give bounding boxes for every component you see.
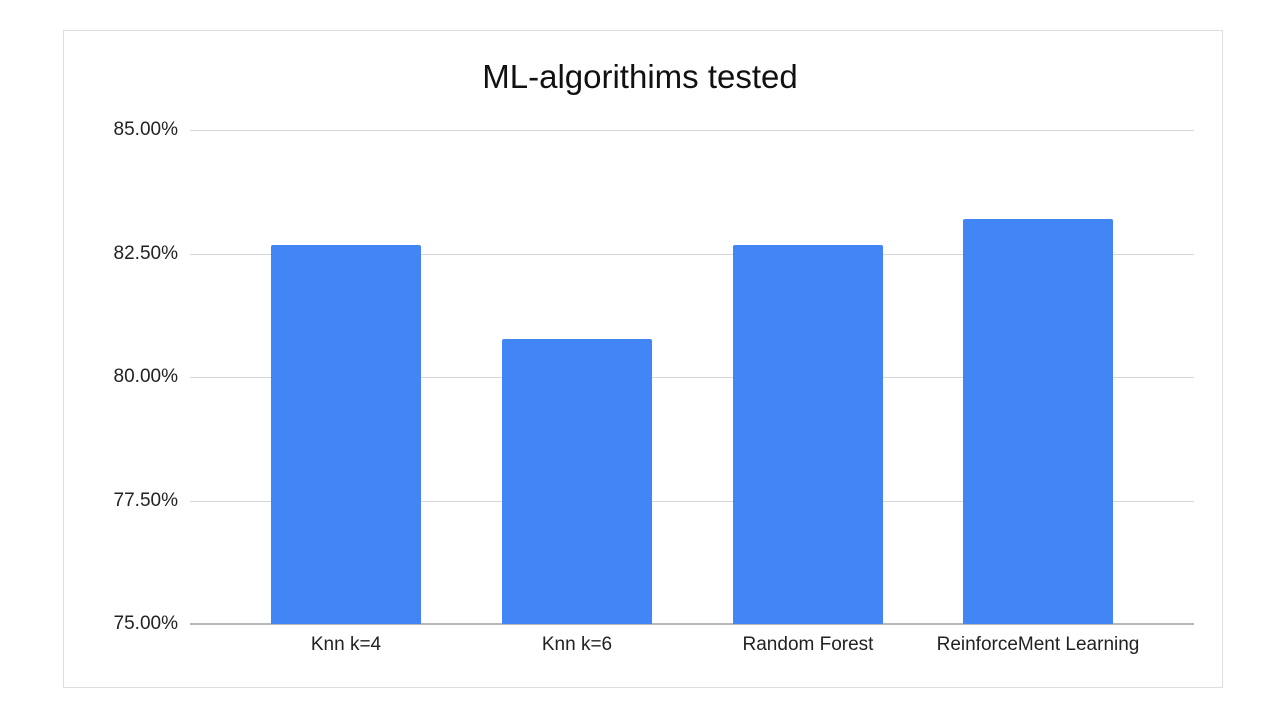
gridline	[190, 254, 1194, 255]
y-tick-label: 85.00%	[113, 119, 178, 140]
gridline	[190, 501, 1194, 502]
chart-title: ML-algorithims tested	[482, 58, 798, 95]
x-tick-label: Random Forest	[742, 634, 874, 655]
x-tick-label: ReinforceMent Learning	[936, 634, 1140, 655]
x-tick-label: Knn k=6	[541, 634, 613, 655]
bar	[963, 219, 1113, 624]
y-tick-label: 77.50%	[113, 490, 178, 511]
y-tick-label: 75.00%	[113, 613, 178, 634]
y-tick-label: 82.50%	[113, 243, 178, 264]
y-tick-label: 80.00%	[113, 366, 178, 387]
x-axis-baseline	[190, 623, 1194, 625]
x-tick-label: Knn k=4	[310, 634, 382, 655]
gridline	[190, 377, 1194, 378]
gridline	[190, 130, 1194, 131]
bar	[733, 244, 883, 624]
bar	[271, 244, 421, 624]
bar	[502, 338, 652, 624]
